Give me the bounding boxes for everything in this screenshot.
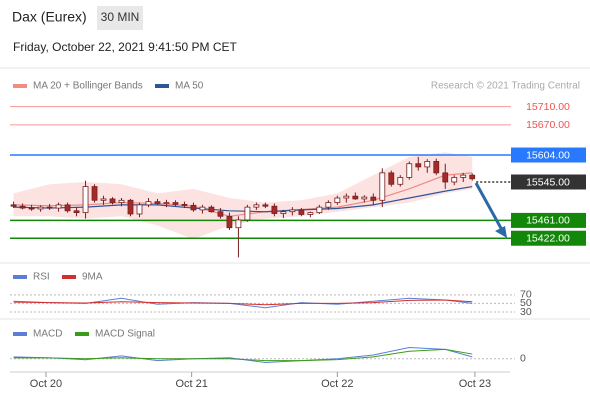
candle-body: [172, 202, 179, 205]
legend-label: 9MA: [82, 272, 103, 283]
indicator-line: [13, 299, 473, 306]
interval-label[interactable]: 30 MIN: [101, 10, 140, 24]
candle-body: [451, 177, 458, 183]
candle-body: [181, 203, 188, 206]
candle-body: [46, 206, 53, 209]
interval-button[interactable]: [97, 6, 143, 30]
candle-body: [433, 161, 440, 174]
x-tick-label: Oct 23: [459, 378, 491, 390]
price-level-box: [511, 174, 586, 190]
legend-swatch: [62, 275, 76, 279]
candle-body: [235, 219, 242, 229]
candle-body: [325, 202, 332, 208]
candle-body: [37, 206, 44, 210]
candle-body: [424, 161, 431, 168]
candle-body: [109, 198, 116, 203]
legend-label: MA 20 + Bollinger Bands: [33, 81, 143, 92]
x-tick-label: Oct 20: [30, 378, 62, 390]
plot-layer: Research © 2021 Trading Central MA 20 + B…: [10, 81, 586, 390]
legend-swatch: [13, 84, 27, 88]
candle-body: [307, 212, 314, 215]
candle-body: [91, 186, 98, 201]
forecast-arrowhead: [495, 226, 507, 238]
y-tick-label: 0: [520, 353, 526, 365]
price-level-label: 15604.00: [526, 149, 570, 161]
x-tick-label: Oct 21: [175, 378, 207, 390]
candle-body: [100, 198, 107, 201]
candle-body: [208, 206, 215, 213]
price-level-label: 15545.00: [526, 176, 570, 188]
x-tick-label: Oct 22: [321, 378, 353, 390]
price-level-label: 15422.00: [526, 233, 570, 245]
price-level-label: 15670.00: [526, 119, 570, 131]
candle-body: [370, 196, 377, 201]
candle-body: [271, 205, 278, 214]
candle-body: [64, 204, 71, 212]
legend-swatch: [75, 332, 89, 336]
datetime: Friday, October 22, 2021 9:41:50 PM CET: [13, 40, 238, 54]
instrument-title: Dax (Eurex): [12, 9, 87, 25]
candle-body: [145, 201, 152, 206]
candle-body: [226, 215, 233, 229]
legend-swatch: [13, 332, 27, 336]
legend-swatch: [13, 275, 27, 279]
legend-label: MA 50: [175, 81, 204, 92]
price-level-label: 15461.00: [526, 215, 570, 227]
candle-body: [118, 199, 125, 203]
candle-body: [316, 206, 323, 214]
candle-body: [163, 202, 170, 204]
candle-body: [82, 186, 89, 214]
candle-body: [199, 206, 206, 211]
candle-body: [28, 207, 35, 210]
candle-body: [442, 172, 449, 183]
candle-body: [190, 204, 197, 211]
legend-label: RSI: [33, 272, 50, 283]
candle-body: [415, 163, 422, 168]
candle-body: [10, 204, 17, 207]
legend-label: MACD: [33, 329, 62, 340]
candle-body: [388, 172, 395, 185]
y-tick-label: 70: [520, 289, 532, 301]
legend-label: MACD Signal: [95, 329, 155, 340]
candle-body: [19, 205, 26, 209]
bollinger-band: [13, 152, 473, 240]
price-level-box: [511, 212, 586, 228]
candle-body: [460, 174, 467, 178]
candle-body: [379, 172, 386, 201]
candle-body: [361, 196, 368, 200]
candle-body: [352, 195, 359, 200]
candle-body: [289, 209, 296, 213]
y-tick-label: 50: [520, 297, 532, 309]
candle-body: [262, 204, 269, 207]
candle-body: [253, 204, 260, 208]
candle-body: [136, 204, 143, 215]
candle-body: [280, 211, 287, 214]
candle-body: [334, 197, 341, 203]
candle-body: [55, 204, 62, 209]
candle-body: [217, 211, 224, 217]
price-level-box: [511, 147, 586, 163]
price-level-label: 15710.00: [526, 101, 570, 113]
forecast-arrow: [474, 182, 504, 231]
candle-body: [127, 199, 134, 215]
candle-body: [397, 177, 404, 185]
candle-body: [73, 210, 80, 214]
indicator-line: [13, 348, 473, 362]
legend-swatch: [155, 84, 169, 88]
credit: Research © 2021 Trading Central: [431, 81, 580, 92]
candle-body: [343, 195, 350, 199]
price-level-box: [511, 230, 586, 246]
candle-body: [406, 163, 413, 178]
y-tick-label: 30: [520, 306, 532, 318]
candle-body: [244, 206, 251, 221]
candle-body: [469, 174, 476, 180]
candle-body: [154, 201, 161, 204]
candle-body: [298, 209, 305, 215]
